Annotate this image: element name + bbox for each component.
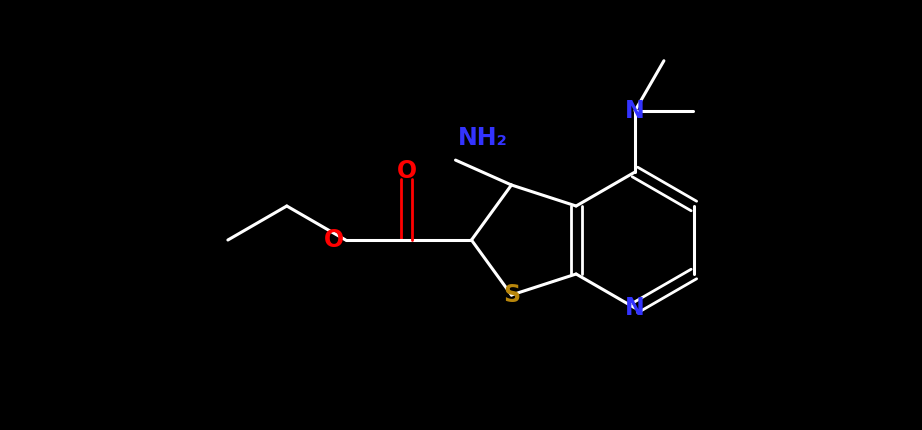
- Text: N: N: [625, 99, 644, 123]
- Text: O: O: [396, 159, 417, 183]
- Text: NH₂: NH₂: [457, 126, 507, 150]
- Text: O: O: [324, 228, 344, 252]
- Text: S: S: [502, 283, 520, 307]
- Text: N: N: [625, 296, 644, 320]
